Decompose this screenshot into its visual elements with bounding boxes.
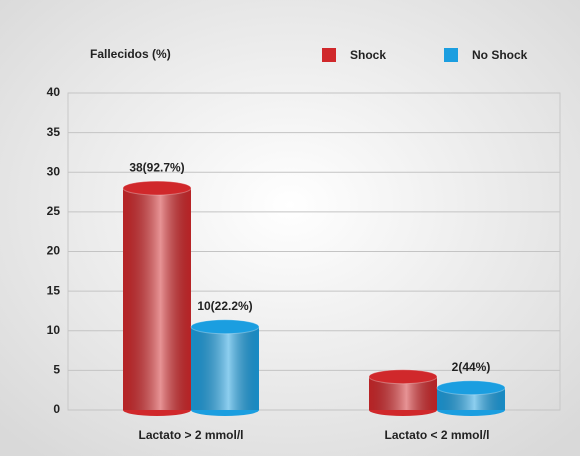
data-label: 10(22.2%) — [197, 299, 252, 313]
bar-top — [436, 380, 506, 396]
bar-shine — [123, 188, 191, 410]
data-label: 38(92.7%) — [129, 160, 184, 174]
legend-label: Shock — [350, 48, 386, 62]
x-tick-label: Lactato > 2 mmol/l — [138, 428, 243, 442]
chart-title: Fallecidos (%) — [90, 47, 171, 61]
y-tick-label: 5 — [53, 363, 60, 377]
y-tick-label: 35 — [47, 125, 61, 139]
bar-shine — [191, 326, 259, 410]
legend-swatch — [444, 48, 458, 62]
y-tick-label: 10 — [47, 323, 61, 337]
y-tick-label: 40 — [47, 85, 61, 99]
y-tick-label: 25 — [47, 204, 61, 218]
legend-swatch — [322, 48, 336, 62]
bar-top — [190, 319, 260, 335]
bar-top — [122, 180, 192, 196]
y-tick-label: 0 — [53, 402, 60, 416]
x-tick-label: Lactato < 2 mmol/l — [384, 428, 489, 442]
legend-label: No Shock — [472, 48, 528, 62]
data-label: 2(44%) — [452, 360, 491, 374]
y-tick-label: 15 — [47, 283, 61, 297]
bar-top — [368, 369, 438, 385]
y-tick-label: 30 — [47, 164, 61, 178]
y-tick-label: 20 — [47, 244, 61, 258]
